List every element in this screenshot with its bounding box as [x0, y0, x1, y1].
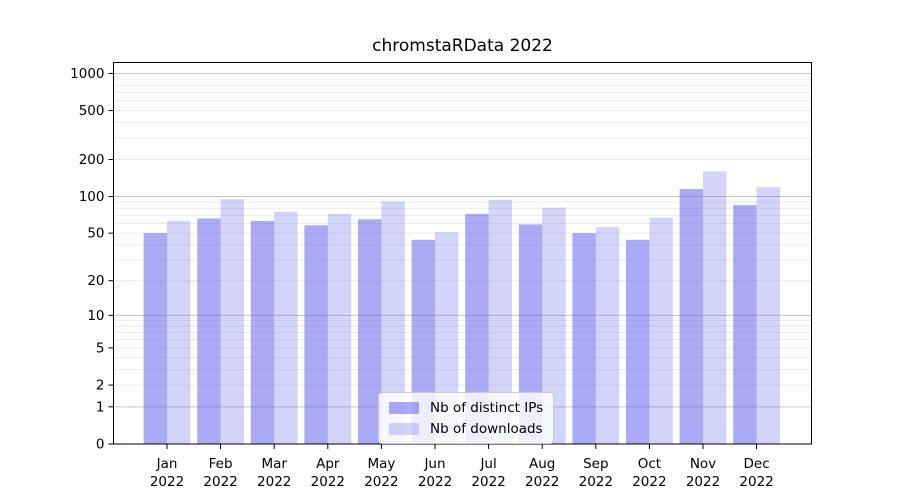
x-tick-label-month: Mar — [261, 456, 287, 472]
bar-distinct-ips-jan — [143, 233, 167, 444]
bar-distinct-ips-feb — [197, 218, 221, 444]
x-tick-label-month: Aug — [529, 456, 555, 472]
x-tick-label-year: 2022 — [418, 474, 452, 490]
x-tick-label-month: Apr — [316, 456, 340, 472]
x-tick-label-month: Oct — [638, 456, 661, 472]
x-tick-label-year: 2022 — [739, 474, 773, 490]
y-tick-label: 0 — [96, 437, 105, 453]
x-tick-label-year: 2022 — [686, 474, 720, 490]
x-tick-label-month: Nov — [690, 456, 716, 472]
x-tick-label-month: Feb — [209, 456, 233, 472]
x-tick-label-year: 2022 — [579, 474, 613, 490]
legend: Nb of distinct IPs Nb of downloads — [378, 392, 555, 444]
y-tick-label: 5 — [96, 340, 105, 356]
y-tick-label: 200 — [79, 152, 105, 168]
bar-distinct-ips-nov — [679, 189, 703, 444]
bar-distinct-ips-aug — [518, 224, 543, 444]
chart-title: chromstaRData 2022 — [372, 36, 553, 56]
x-tick-label-year: 2022 — [150, 474, 184, 490]
x-tick-label-month: Dec — [744, 456, 770, 472]
bar-downloads-aug — [542, 207, 566, 444]
legend-swatch-distinct-ips — [389, 401, 419, 414]
x-tick-label-month: Sep — [583, 456, 608, 472]
y-tick-label: 10 — [87, 308, 104, 324]
bar-distinct-ips-jul — [465, 213, 489, 444]
bar-downloads-jul — [488, 199, 512, 444]
bar-distinct-ips-may — [358, 219, 382, 444]
legend-swatch-downloads — [389, 422, 419, 435]
bar-distinct-ips-oct — [626, 239, 650, 444]
bar-downloads-jun — [435, 232, 459, 444]
x-tick-label-year: 2022 — [632, 474, 666, 490]
bar-downloads-apr — [327, 213, 352, 444]
y-tick-label: 100 — [79, 189, 105, 205]
y-tick-label: 1 — [96, 399, 105, 415]
legend-item-distinct-ips: Nb of distinct IPs — [389, 399, 543, 416]
y-tick-label: 2 — [96, 378, 105, 394]
x-tick-label-month: Jun — [423, 456, 445, 472]
bar-downloads-oct — [649, 217, 673, 444]
bar-downloads-feb — [220, 199, 244, 444]
bar-distinct-ips-sep — [572, 233, 596, 444]
y-tick-label: 500 — [79, 103, 105, 119]
x-tick-label-year: 2022 — [311, 474, 345, 490]
x-tick-label-year: 2022 — [525, 474, 559, 490]
legend-item-downloads: Nb of downloads — [389, 420, 543, 437]
bar-downloads-may — [381, 201, 405, 444]
bar-downloads-jan — [167, 220, 191, 444]
bar-distinct-ips-apr — [304, 225, 328, 444]
x-tick-label-month: Jan — [156, 456, 178, 472]
x-tick-label-year: 2022 — [364, 474, 398, 490]
y-tick-label: 50 — [87, 226, 104, 242]
x-tick-label-year: 2022 — [257, 474, 291, 490]
legend-label-downloads: Nb of downloads — [430, 420, 543, 437]
bar-distinct-ips-mar — [250, 220, 275, 444]
x-tick-label-year: 2022 — [471, 474, 505, 490]
bar-downloads-dec — [756, 187, 780, 444]
plot-frame — [113, 62, 812, 445]
bar-distinct-ips-dec — [733, 205, 757, 444]
y-tick-label: 1000 — [70, 66, 104, 82]
x-tick-label-year: 2022 — [203, 474, 237, 490]
y-tick-label: 20 — [87, 273, 104, 289]
bar-downloads-mar — [274, 211, 298, 444]
bar-downloads-sep — [595, 227, 620, 444]
legend-label-distinct-ips: Nb of distinct IPs — [430, 399, 544, 416]
x-tick-label-month: Jul — [479, 456, 496, 472]
x-tick-label-month: May — [367, 456, 395, 472]
bar-downloads-nov — [703, 171, 727, 444]
